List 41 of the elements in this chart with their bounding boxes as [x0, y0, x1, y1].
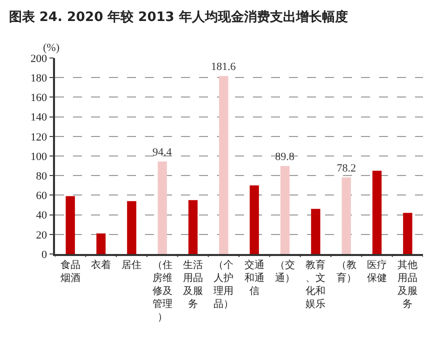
y-tick-label: 120 [30, 131, 48, 144]
y-axis-title: (%) [43, 42, 60, 54]
y-tick-label: 140 [30, 112, 48, 124]
x-tick-label: （个人护理用品） [214, 258, 234, 310]
bar [158, 161, 167, 254]
x-tick-label: 交通和通信 [244, 258, 264, 297]
data-label: 78.2 [336, 162, 356, 174]
bar [219, 76, 228, 254]
bar [342, 177, 351, 254]
bar [127, 201, 136, 254]
bar [403, 212, 412, 254]
bar [66, 196, 75, 254]
x-tick-label: 衣着 [91, 258, 111, 271]
x-tick-label: 居住 [122, 260, 142, 271]
y-tick-label: 100 [30, 150, 48, 163]
bar [188, 200, 198, 254]
y-tick-label: 40 [36, 210, 48, 222]
x-tick-label: （交通） [275, 258, 295, 284]
data-label: 94.4 [152, 146, 172, 158]
x-tick-label: 食品烟酒 [60, 258, 80, 284]
x-tick-label: 教育、文化和娱乐 [306, 258, 326, 310]
x-tick-label: 生活用品及服务 [183, 258, 203, 310]
y-tick-label: 60 [36, 190, 48, 202]
y-tick-label: 20 [36, 229, 48, 242]
y-tick-label: 200 [30, 52, 48, 65]
bar [96, 233, 106, 254]
y-tick-label: 0 [42, 248, 48, 261]
bar [280, 166, 290, 254]
bar [250, 185, 259, 254]
bar [311, 208, 320, 254]
y-tick-label: 80 [36, 170, 48, 182]
y-tick-label: 160 [30, 92, 48, 104]
x-tick-label: （教育） [336, 260, 356, 284]
data-label: 181.6 [211, 61, 236, 74]
y-tick-label: 180 [30, 72, 48, 84]
x-tick-label: 医疗保健 [367, 258, 387, 284]
x-tick-label: （住房维修及管理） [152, 260, 172, 323]
bar [372, 170, 382, 254]
chart-title: 图表 24. 2020 年较 2013 年人均现金消费支出增长幅度 [8, 9, 348, 26]
data-label: 89.8 [275, 151, 295, 163]
x-tick-label: 其他用品及服务 [398, 258, 418, 310]
